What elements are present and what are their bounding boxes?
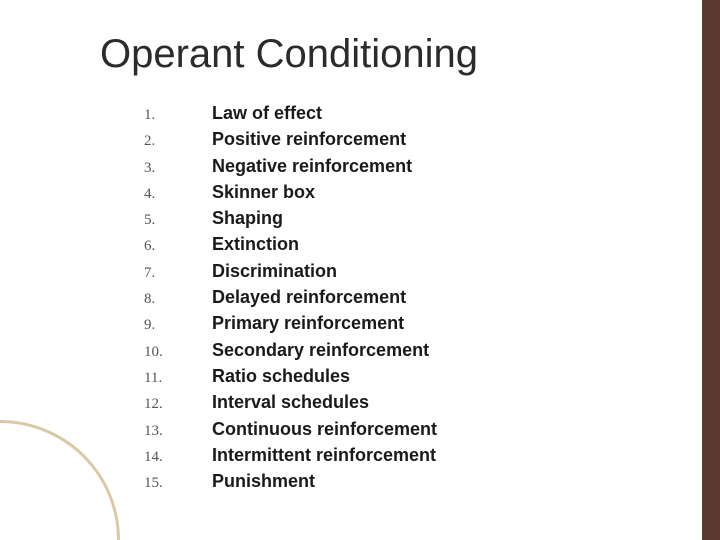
list-number: 4. — [144, 186, 200, 203]
list-number: 13. — [144, 423, 200, 440]
slide-title: Operant Conditioning — [100, 32, 660, 77]
list-item: Discrimination — [212, 259, 660, 283]
list-number: 6. — [144, 238, 200, 255]
list-number: 12. — [144, 396, 200, 413]
list-number: 1. — [144, 107, 200, 124]
list-item: Positive reinforcement — [212, 127, 660, 151]
list-item: Primary reinforcement — [212, 311, 660, 335]
list-item: Interval schedules — [212, 390, 660, 414]
list-number: 10. — [144, 344, 200, 361]
list-number: 7. — [144, 265, 200, 282]
numbered-list: 1. Law of effect 2. Positive reinforceme… — [100, 101, 660, 493]
list-number: 8. — [144, 291, 200, 308]
list-number: 11. — [144, 370, 200, 387]
list-item: Shaping — [212, 206, 660, 230]
list-item: Delayed reinforcement — [212, 285, 660, 309]
slide-content: Operant Conditioning 1. Law of effect 2.… — [0, 0, 720, 540]
list-item: Ratio schedules — [212, 364, 660, 388]
list-item: Intermittent reinforcement — [212, 443, 660, 467]
list-number: 2. — [144, 133, 200, 150]
list-number: 3. — [144, 160, 200, 177]
list-number: 9. — [144, 317, 200, 334]
list-item: Punishment — [212, 469, 660, 493]
list-number: 15. — [144, 475, 200, 492]
list-item: Negative reinforcement — [212, 154, 660, 178]
list-number: 14. — [144, 449, 200, 466]
list-item: Secondary reinforcement — [212, 338, 660, 362]
list-item: Continuous reinforcement — [212, 417, 660, 441]
list-item: Extinction — [212, 232, 660, 256]
list-number: 5. — [144, 212, 200, 229]
list-item: Skinner box — [212, 180, 660, 204]
list-item: Law of effect — [212, 101, 660, 125]
